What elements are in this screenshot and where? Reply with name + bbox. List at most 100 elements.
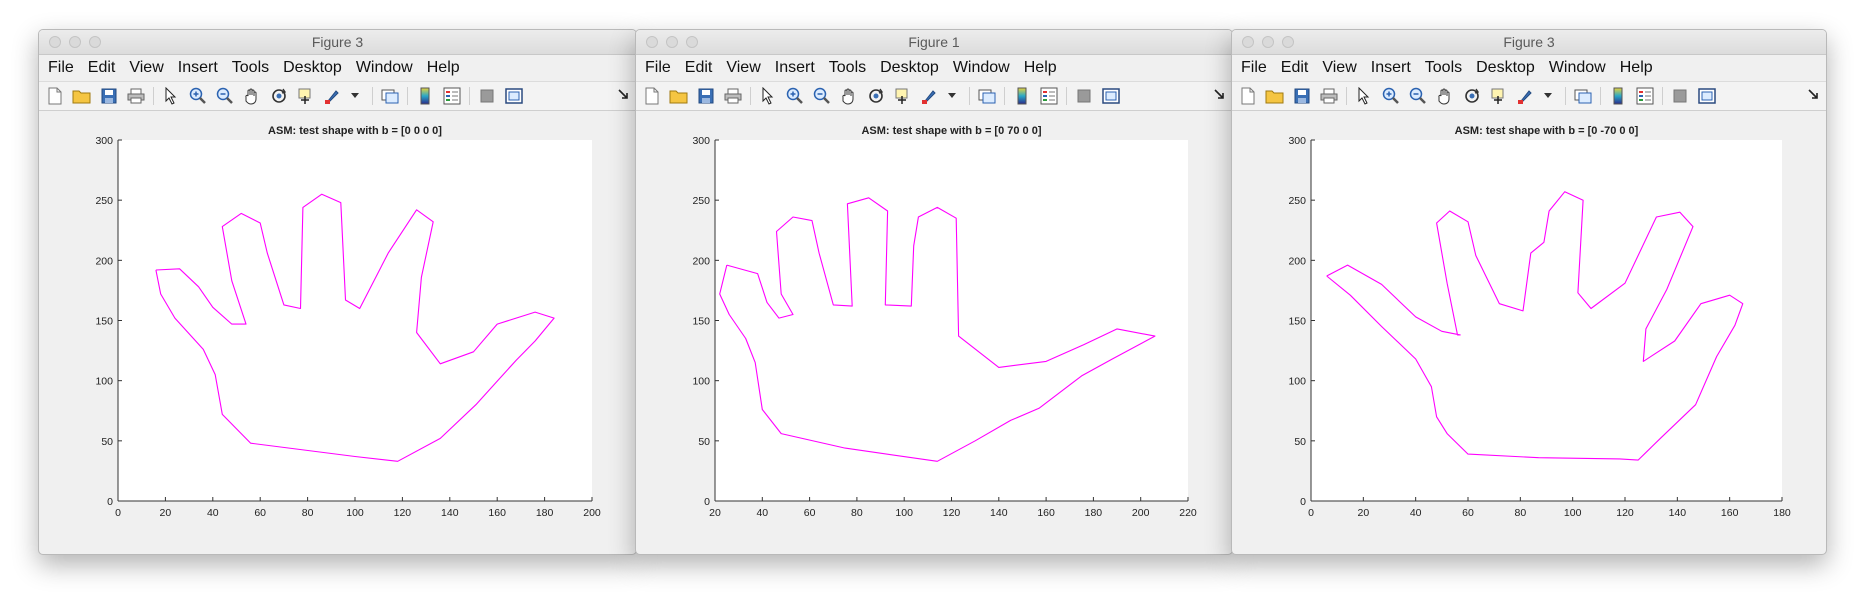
menu-file[interactable]: File [48,59,74,76]
menu-insert[interactable]: Insert [177,59,218,76]
figure-window[interactable]: Figure 1 File Edit View Insert Tools Desktop W… [635,29,1233,555]
title-bar[interactable]: Figure 3 [1232,30,1826,55]
zoom-in-icon[interactable] [785,86,805,106]
menu-file[interactable]: File [1241,59,1267,76]
menu-tools[interactable]: Tools [1424,59,1463,76]
menu-help[interactable]: Help [426,59,460,76]
menu-help[interactable]: Help [1023,59,1057,76]
show-plot-tools-icon[interactable] [1697,86,1717,106]
zoom-in-icon[interactable] [188,86,208,106]
brush-icon[interactable] [920,86,940,106]
legend-icon[interactable] [1039,86,1059,106]
minimize-window-button[interactable] [666,36,678,48]
data-cursor-icon[interactable] [1489,86,1509,106]
hide-plot-tools-icon[interactable] [477,86,497,106]
legend-icon[interactable] [442,86,462,106]
colorbar-icon[interactable] [1608,86,1628,106]
close-window-button[interactable] [646,36,658,48]
axes[interactable]: ASM: test shape with b = [0 70 0 0] 20 40 6… [636,111,1232,531]
zoom-out-icon[interactable] [1408,86,1428,106]
close-window-button[interactable] [49,36,61,48]
menu-file[interactable]: File [645,59,671,76]
save-icon[interactable] [99,86,119,106]
save-icon[interactable] [1292,86,1312,106]
menu-view[interactable]: View [129,59,164,76]
menu-window[interactable]: Window [1548,59,1606,76]
data-cursor-icon[interactable] [893,86,913,106]
colorbar-icon[interactable] [1012,86,1032,106]
menu-window[interactable]: Window [952,59,1010,76]
data-cursor-icon[interactable] [296,86,316,106]
toolbar-separator [153,87,154,105]
hide-plot-tools-icon[interactable] [1670,86,1690,106]
y-tick-label: 150 [95,316,113,328]
pan-hand-icon[interactable] [1435,86,1455,106]
dock-icon[interactable] [616,87,632,103]
rotate-3d-icon[interactable] [269,86,289,106]
zoom-window-button[interactable] [89,36,101,48]
pointer-icon[interactable] [758,86,778,106]
menu-view[interactable]: View [726,59,761,76]
colorbar-icon[interactable] [415,86,435,106]
print-icon[interactable] [126,86,146,106]
axes[interactable]: ASM: test shape with b = [0 -70 0 0] 0 20 4… [1232,111,1826,531]
menu-desktop[interactable]: Desktop [880,59,939,76]
legend-icon[interactable] [1635,86,1655,106]
title-bar[interactable]: Figure 1 [636,30,1232,55]
save-icon[interactable] [696,86,716,106]
hide-plot-tools-icon[interactable] [1074,86,1094,106]
rotate-3d-icon[interactable] [1462,86,1482,106]
print-icon[interactable] [1319,86,1339,106]
rotate-3d-icon[interactable] [866,86,886,106]
menu-insert[interactable]: Insert [1370,59,1411,76]
menu-desktop[interactable]: Desktop [283,59,342,76]
dock-icon[interactable] [1806,87,1822,103]
figure-window[interactable]: Figure 3 File Edit View Insert Tools Desktop W… [1231,29,1827,555]
pointer-icon[interactable] [161,86,181,106]
open-file-icon[interactable] [72,86,92,106]
title-bar[interactable]: Figure 3 [39,30,636,55]
axes[interactable]: ASM: test shape with b = [0 0 0 0] 0 20 40 6… [39,111,636,531]
dropdown-arrow-icon[interactable] [1543,86,1553,106]
figure-window[interactable]: Figure 3 File Edit View Insert Tools Desktop W… [38,29,637,555]
open-file-icon[interactable] [1265,86,1285,106]
menu-edit[interactable]: Edit [1280,59,1309,76]
zoom-window-button[interactable] [686,36,698,48]
brush-icon[interactable] [1516,86,1536,106]
plot-area: ASM: test shape with b = [0 0 0 0] 0 20 40 6… [39,111,636,531]
open-file-icon[interactable] [669,86,689,106]
link-plot-icon[interactable] [1573,86,1593,106]
brush-icon[interactable] [323,86,343,106]
dropdown-arrow-icon[interactable] [350,86,360,106]
pointer-icon[interactable] [1354,86,1374,106]
menu-edit[interactable]: Edit [684,59,713,76]
new-figure-icon[interactable] [45,86,65,106]
new-figure-icon[interactable] [642,86,662,106]
minimize-window-button[interactable] [1262,36,1274,48]
dock-icon[interactable] [1212,87,1228,103]
menu-window[interactable]: Window [355,59,413,76]
zoom-in-icon[interactable] [1381,86,1401,106]
pan-hand-icon[interactable] [242,86,262,106]
zoom-window-button[interactable] [1282,36,1294,48]
menu-edit[interactable]: Edit [87,59,116,76]
menu-view[interactable]: View [1322,59,1357,76]
zoom-out-icon[interactable] [215,86,235,106]
pan-hand-icon[interactable] [839,86,859,106]
menu-tools[interactable]: Tools [231,59,270,76]
show-plot-tools-icon[interactable] [1101,86,1121,106]
menu-desktop[interactable]: Desktop [1476,59,1535,76]
menu-insert[interactable]: Insert [774,59,815,76]
dropdown-arrow-icon[interactable] [947,86,957,106]
menu-help[interactable]: Help [1619,59,1653,76]
new-figure-icon[interactable] [1238,86,1258,106]
menu-tools[interactable]: Tools [828,59,867,76]
zoom-out-icon[interactable] [812,86,832,106]
print-icon[interactable] [723,86,743,106]
close-window-button[interactable] [1242,36,1254,48]
menu-bar: File Edit View Insert Tools Desktop Window Help [636,55,1232,81]
show-plot-tools-icon[interactable] [504,86,524,106]
link-plot-icon[interactable] [977,86,997,106]
minimize-window-button[interactable] [69,36,81,48]
link-plot-icon[interactable] [380,86,400,106]
